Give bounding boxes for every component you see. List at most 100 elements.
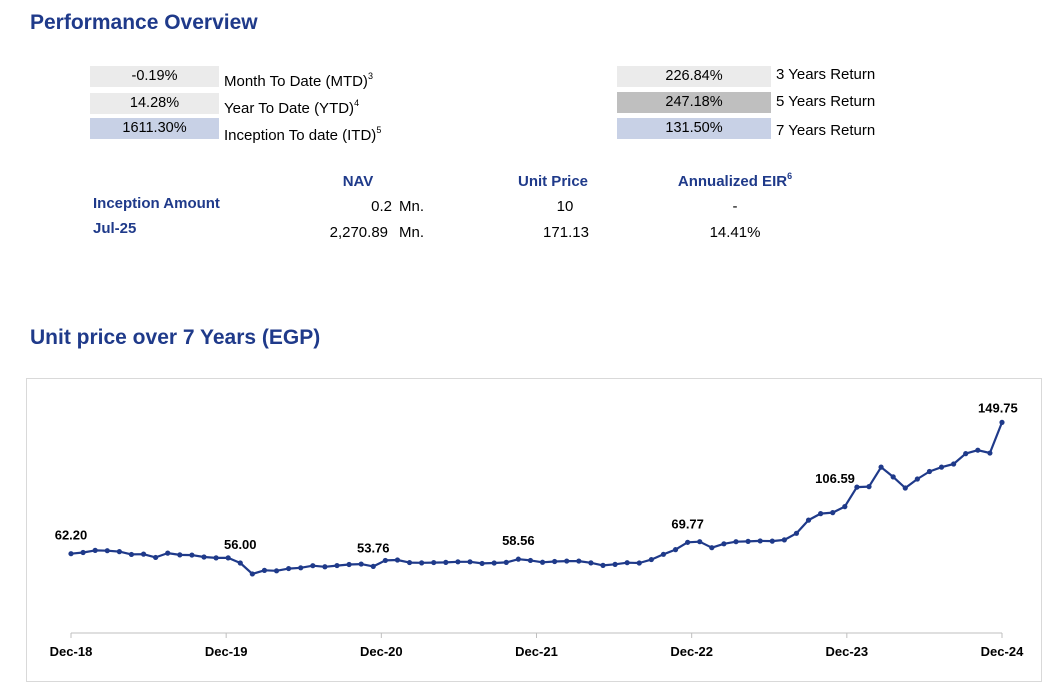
data-point — [576, 558, 582, 564]
data-point — [672, 547, 679, 553]
data-point — [624, 560, 630, 566]
data-point — [394, 557, 401, 563]
jul-25-eir: 14.41% — [709, 224, 761, 241]
data-label: 56.00 — [224, 537, 257, 552]
data-point — [491, 560, 497, 566]
data-point — [745, 538, 751, 544]
unit-price-series-line — [70, 421, 1004, 575]
itd-label: Inception To date (ITD)5 — [224, 125, 382, 144]
data-point — [769, 538, 775, 544]
jul-25-nav-value: 2,270.89 — [329, 224, 388, 241]
data-point — [564, 558, 570, 564]
ytd-value: 14.28% — [90, 93, 219, 114]
data-point — [261, 567, 268, 573]
data-point — [818, 511, 824, 517]
jul-25-label: Jul-25 — [93, 220, 137, 237]
unit-price-line-chart: Dec-18 Dec-19 Dec-20 Dec-21 Dec-22 Dec-23 Dec-… — [50, 400, 1024, 659]
data-point — [443, 559, 449, 565]
x-tick-label: Dec-23 — [826, 644, 869, 659]
three-year-return-label: 3 Years Return — [776, 66, 876, 83]
data-point — [334, 562, 340, 569]
unit-price-header: Unit Price — [517, 173, 589, 190]
mtd-label: Month To Date (MTD)3 — [224, 71, 373, 90]
five-year-return-value: 247.18% — [617, 92, 771, 113]
data-point — [854, 484, 860, 490]
data-point — [370, 563, 376, 569]
inception-amount-label: Inception Amount — [93, 195, 220, 212]
data-point — [612, 561, 618, 567]
data-point — [189, 552, 195, 558]
data-point — [999, 419, 1005, 425]
data-point — [781, 537, 787, 543]
data-point — [249, 571, 255, 577]
data-point — [721, 541, 727, 547]
data-point — [237, 560, 243, 566]
data-point — [213, 555, 219, 561]
data-point — [926, 468, 933, 475]
data-point — [177, 552, 183, 558]
data-label: 53.76 — [357, 540, 390, 555]
data-point — [963, 451, 969, 457]
data-point — [479, 560, 485, 567]
data-point — [600, 562, 606, 568]
data-point — [902, 485, 908, 491]
data-point — [697, 539, 703, 545]
three-year-return-value: 226.84% — [617, 66, 771, 87]
chart-frame: Dec-18 Dec-19 Dec-20 Dec-21 Dec-22 Dec-23 Dec-… — [26, 378, 1042, 682]
data-point — [286, 565, 292, 572]
data-point — [842, 504, 848, 510]
data-point — [975, 447, 981, 453]
data-point — [938, 464, 945, 470]
data-point — [201, 554, 207, 560]
nav-header: NAV — [342, 173, 374, 190]
data-point — [951, 461, 957, 467]
data-label: 69.77 — [671, 516, 704, 531]
data-point — [431, 559, 437, 566]
data-point — [419, 560, 425, 566]
data-point — [406, 559, 413, 566]
data-point — [165, 550, 171, 556]
jul-25-nav-unit: Mn. — [399, 224, 425, 241]
data-point — [588, 560, 594, 566]
data-point — [503, 559, 509, 565]
jul-25-unit-price: 171.13 — [543, 224, 589, 241]
inception-eir: - — [732, 198, 738, 215]
data-point — [793, 530, 800, 536]
inception-nav-value: 0.2 — [371, 198, 392, 215]
data-label: 58.56 — [502, 533, 535, 548]
data-point — [636, 560, 642, 566]
x-tick-label: Dec-21 — [515, 644, 558, 659]
five-year-return-label: 5 Years Return — [776, 93, 876, 110]
data-point — [322, 564, 328, 570]
x-tick-label: Dec-24 — [981, 644, 1024, 659]
data-point — [890, 474, 896, 480]
data-point — [648, 556, 654, 563]
data-point — [358, 561, 364, 567]
data-point — [685, 539, 691, 545]
data-point — [914, 476, 920, 482]
ytd-label: Year To Date (YTD)4 — [224, 98, 360, 117]
data-point — [310, 563, 316, 569]
performance-overview-title: Performance Overview — [30, 11, 258, 34]
data-point — [467, 559, 473, 565]
data-point — [80, 549, 86, 556]
data-point — [140, 551, 147, 557]
data-point — [527, 557, 534, 564]
x-tick-label: Dec-19 — [205, 644, 248, 659]
data-point — [225, 555, 231, 561]
itd-value: 1611.30% — [90, 118, 219, 139]
x-tick-label: Dec-18 — [50, 644, 93, 659]
inception-unit-price: 10 — [556, 198, 574, 215]
data-point — [298, 565, 304, 571]
data-point — [382, 557, 388, 564]
data-point — [757, 538, 763, 544]
x-tick-label: Dec-20 — [360, 644, 403, 659]
data-label: 149.75 — [978, 400, 1018, 415]
annualized-eir-header: Annualized EIR6 — [677, 171, 793, 190]
mtd-value: -0.19% — [90, 66, 219, 87]
chart-title: Unit price over 7 Years (EGP) — [30, 326, 321, 349]
data-point — [273, 568, 280, 574]
data-point — [539, 559, 546, 565]
data-point — [552, 558, 558, 565]
data-point — [830, 510, 836, 516]
